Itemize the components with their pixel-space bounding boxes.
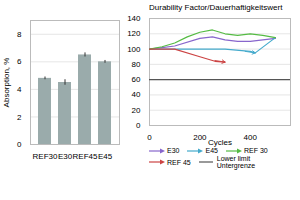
svg-text:140: 140 (127, 14, 141, 23)
svg-text:2: 2 (17, 113, 22, 122)
svg-text:100: 100 (127, 45, 141, 54)
svg-text:REF30: REF30 (33, 152, 58, 161)
svg-text:4: 4 (17, 85, 22, 94)
svg-text:60: 60 (132, 75, 141, 84)
svg-text:E45: E45 (98, 152, 113, 161)
html-text:E30: E30 (167, 147, 180, 154)
svg-text:0: 0 (136, 121, 141, 130)
svg-text:E30: E30 (58, 152, 73, 161)
html-text:REF 45: REF 45 (167, 158, 191, 166)
html-text:REF 30: REF 30 (243, 147, 268, 154)
svg-text:120: 120 (127, 29, 141, 38)
svg-text:REF45: REF45 (73, 152, 98, 161)
svg-text:40: 40 (132, 90, 141, 99)
svg-text:8: 8 (17, 30, 22, 39)
svg-text:80: 80 (132, 60, 141, 69)
svg-text:0: 0 (17, 140, 22, 149)
html-text:E45: E45 (205, 147, 218, 154)
svg-text:400: 400 (244, 133, 258, 142)
html-text:Lower limit Untergrenze: Lower limit Untergrenze (216, 155, 256, 169)
svg-text:200: 200 (193, 133, 207, 142)
svg-text:Cycles: Cycles (208, 138, 232, 147)
html-text:Durability Factor/Dauerhaftigk: Durability Factor/Dauerhaftigkeitswert (149, 3, 283, 12)
svg-text:20: 20 (132, 106, 141, 115)
svg-text:0: 0 (147, 133, 152, 142)
svg-text:6: 6 (17, 57, 22, 66)
svg-text:Absorption, %: Absorption, % (2, 58, 11, 108)
